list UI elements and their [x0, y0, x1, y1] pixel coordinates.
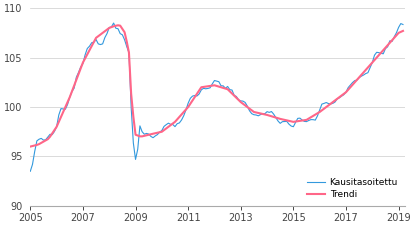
Kausitasoitettu [249, 112, 254, 115]
Kausitasoitettu [346, 86, 351, 89]
Kausitasoitettu [363, 72, 368, 75]
Kausitasoitettu [401, 23, 406, 26]
Kausitasoitettu [96, 42, 101, 45]
Trendi [28, 145, 33, 148]
Line: Kausitasoitettu: Kausitasoitettu [30, 23, 403, 171]
Kausitasoitettu [262, 112, 267, 115]
Trendi [363, 69, 368, 71]
Trendi [96, 35, 101, 37]
Trendi [346, 88, 351, 91]
Legend: Kausitasoitettu, Trendi: Kausitasoitettu, Trendi [303, 174, 401, 202]
Kausitasoitettu [291, 125, 296, 128]
Trendi [116, 24, 121, 27]
Trendi [249, 109, 254, 112]
Trendi [291, 121, 296, 123]
Kausitasoitettu [111, 22, 116, 25]
Trendi [401, 30, 406, 32]
Kausitasoitettu [28, 170, 33, 173]
Trendi [262, 113, 267, 116]
Line: Trendi: Trendi [30, 25, 403, 147]
